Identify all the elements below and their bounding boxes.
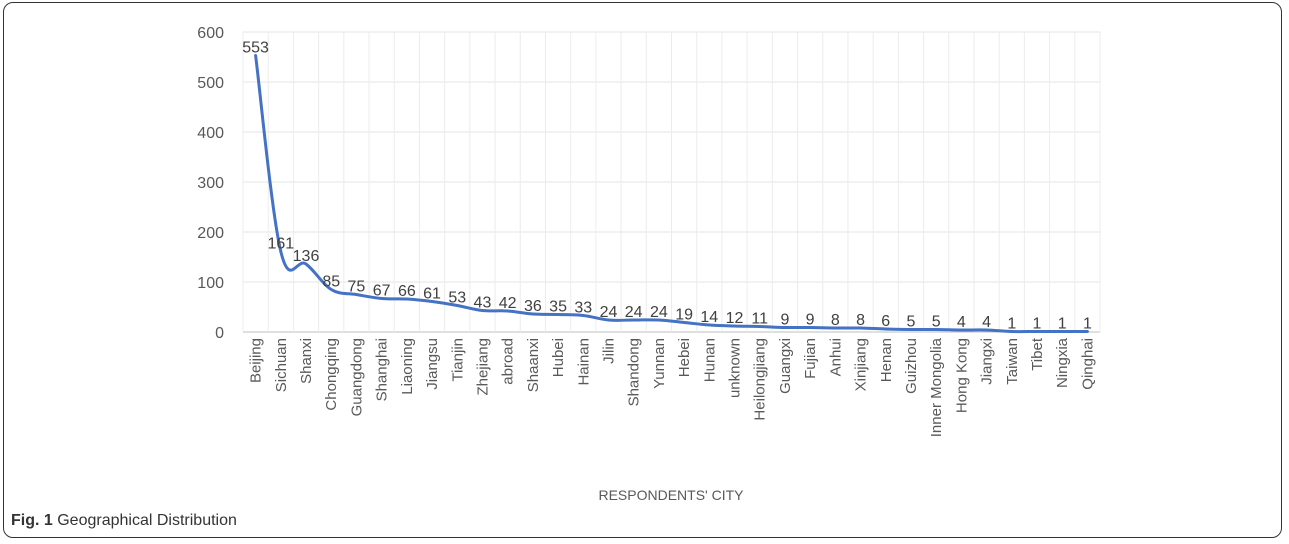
y-tick-label: 300 <box>197 175 224 192</box>
data-label: 75 <box>348 279 366 296</box>
x-tick-label: Hainan <box>575 338 592 386</box>
x-tick-label: Jiangsu <box>424 338 441 390</box>
x-tick-labels: Beijing Sichuan Shanxi Chongqing Guangdong Sh… <box>248 337 1097 437</box>
x-tick-label: Shaanxi <box>525 338 542 392</box>
x-tick-label: Guizhou <box>903 338 920 394</box>
x-tick-label: Hunan <box>701 338 718 382</box>
data-label: 36 <box>524 298 542 315</box>
data-label: 19 <box>675 307 693 324</box>
x-tick-label: Shanghai <box>374 338 391 401</box>
data-label: 5 <box>907 314 916 331</box>
y-tick-label: 200 <box>197 225 224 242</box>
x-tick-label: Heilongjiang <box>752 338 769 421</box>
y-tick-label: 600 <box>197 25 224 42</box>
x-tick-label: Hubei <box>550 338 567 377</box>
series-line-path <box>254 54 1089 334</box>
x-tick-label: Henan <box>878 338 895 382</box>
x-tick-label: Anhui <box>827 338 844 376</box>
x-tick-label: Guangdong <box>348 338 365 416</box>
data-label: 4 <box>982 314 991 331</box>
data-label: 553 <box>242 40 269 57</box>
data-label: 24 <box>650 304 668 321</box>
data-label: 1 <box>1033 316 1042 333</box>
data-label: 9 <box>780 312 789 329</box>
grid-lines <box>242 31 1101 333</box>
y-tick-label: 0 <box>215 325 224 342</box>
x-tick-label: Shanxi <box>298 338 315 384</box>
y-tick-labels: 0 100 200 300 400 500 600 <box>197 25 224 342</box>
y-tick-label: 100 <box>197 275 224 292</box>
y-tick-label: 500 <box>197 75 224 92</box>
data-label: 11 <box>751 311 768 328</box>
data-label: 61 <box>423 286 441 303</box>
x-tick-label: abroad <box>500 338 517 385</box>
x-tick-label: Taiwan <box>1004 338 1021 385</box>
figure-frame <box>3 2 1282 538</box>
figure-label: Fig. 1 <box>11 512 53 529</box>
x-tick-label: Shandong <box>626 338 643 406</box>
y-tick-label: 400 <box>197 125 224 142</box>
data-label: 24 <box>600 304 618 321</box>
x-tick-label: Guangxi <box>777 338 794 394</box>
data-label: 12 <box>726 310 744 327</box>
x-tick-label: Beijing <box>248 338 265 383</box>
data-label: 6 <box>881 313 890 330</box>
x-tick-label: Xinjiang <box>853 338 870 391</box>
x-tick-label: Tibet <box>1029 337 1046 371</box>
data-label: 35 <box>549 299 567 316</box>
data-label: 5 <box>932 314 941 331</box>
figure-caption: Fig. 1 Geographical Distribution <box>11 512 237 530</box>
x-tick-label: Sichuan <box>273 338 290 392</box>
data-label: 4 <box>957 314 966 331</box>
data-label: 9 <box>806 312 815 329</box>
x-tick-label: Fujian <box>802 338 819 379</box>
data-label: 85 <box>322 274 340 291</box>
data-label: 8 <box>856 312 865 329</box>
data-label: 42 <box>499 295 517 312</box>
data-label: 66 <box>398 283 416 300</box>
x-tick-label: Hebei <box>676 338 693 377</box>
x-tick-label: Qinghai <box>1079 338 1096 390</box>
data-label: 33 <box>574 300 592 317</box>
data-label: 1 <box>1058 316 1067 333</box>
x-tick-label: Jiangxi <box>979 338 996 385</box>
x-tick-label: Liaoning <box>399 338 416 395</box>
x-tick-label: unknown <box>727 338 744 398</box>
x-tick-label: Ningxia <box>1054 337 1071 388</box>
data-label: 53 <box>448 290 466 307</box>
x-tick-label: Inner Mongolia <box>928 337 945 437</box>
x-tick-label: Chongqing <box>323 338 340 411</box>
data-label: 14 <box>700 309 718 326</box>
x-tick-label: Jilin <box>600 338 617 364</box>
figure-caption-text: Geographical Distribution <box>57 512 237 529</box>
x-tick-label: Yunnan <box>651 338 668 389</box>
data-label: 8 <box>831 312 840 329</box>
data-label: 24 <box>625 304 643 321</box>
data-label: 1 <box>1083 316 1092 333</box>
x-axis-title: RESPONDENTS' CITY <box>598 487 744 503</box>
data-label: 67 <box>373 283 391 300</box>
data-label: 161 <box>267 236 294 253</box>
x-tick-label: Hong Kong <box>953 338 970 413</box>
data-label: 136 <box>293 248 320 265</box>
x-tick-label: Zhejiang <box>474 338 491 396</box>
data-label: 43 <box>474 295 492 312</box>
series-line <box>254 54 1089 334</box>
x-tick-label: Tianjin <box>449 338 466 382</box>
data-label: 1 <box>1007 316 1016 333</box>
